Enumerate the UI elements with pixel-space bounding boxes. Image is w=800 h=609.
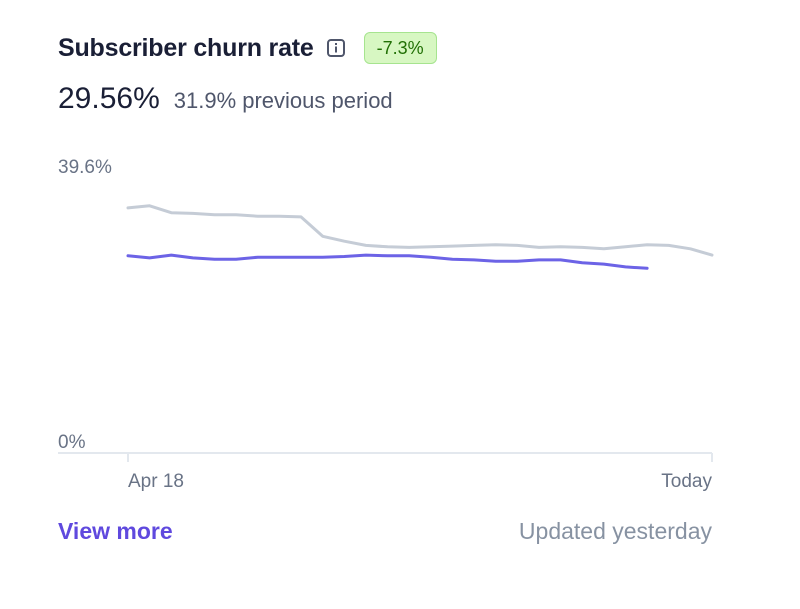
change-badge: -7.3% xyxy=(363,32,437,64)
title-row: Subscriber churn rate -7.3% xyxy=(58,30,437,66)
series-line-previous xyxy=(126,204,714,257)
previous-value: 31.9% previous period xyxy=(173,88,393,113)
value-row: 29.56% 31.9% previous period xyxy=(58,82,393,116)
series-line-current xyxy=(126,253,649,270)
info-icon[interactable] xyxy=(326,38,346,58)
x-tick-label: Apr 18 xyxy=(128,471,184,492)
churn-line-chart: 39.6% 0% Apr 18 Today xyxy=(58,157,714,492)
view-more-link[interactable]: View more xyxy=(58,518,173,544)
y-tick-label: 39.6% xyxy=(58,157,112,178)
x-tick-label: Today xyxy=(661,471,712,492)
card-title: Subscriber churn rate xyxy=(58,33,314,62)
updated-status: Updated yesterday xyxy=(518,518,712,544)
current-value: 29.56% xyxy=(58,82,160,115)
y-tick-label: 0% xyxy=(58,432,86,453)
